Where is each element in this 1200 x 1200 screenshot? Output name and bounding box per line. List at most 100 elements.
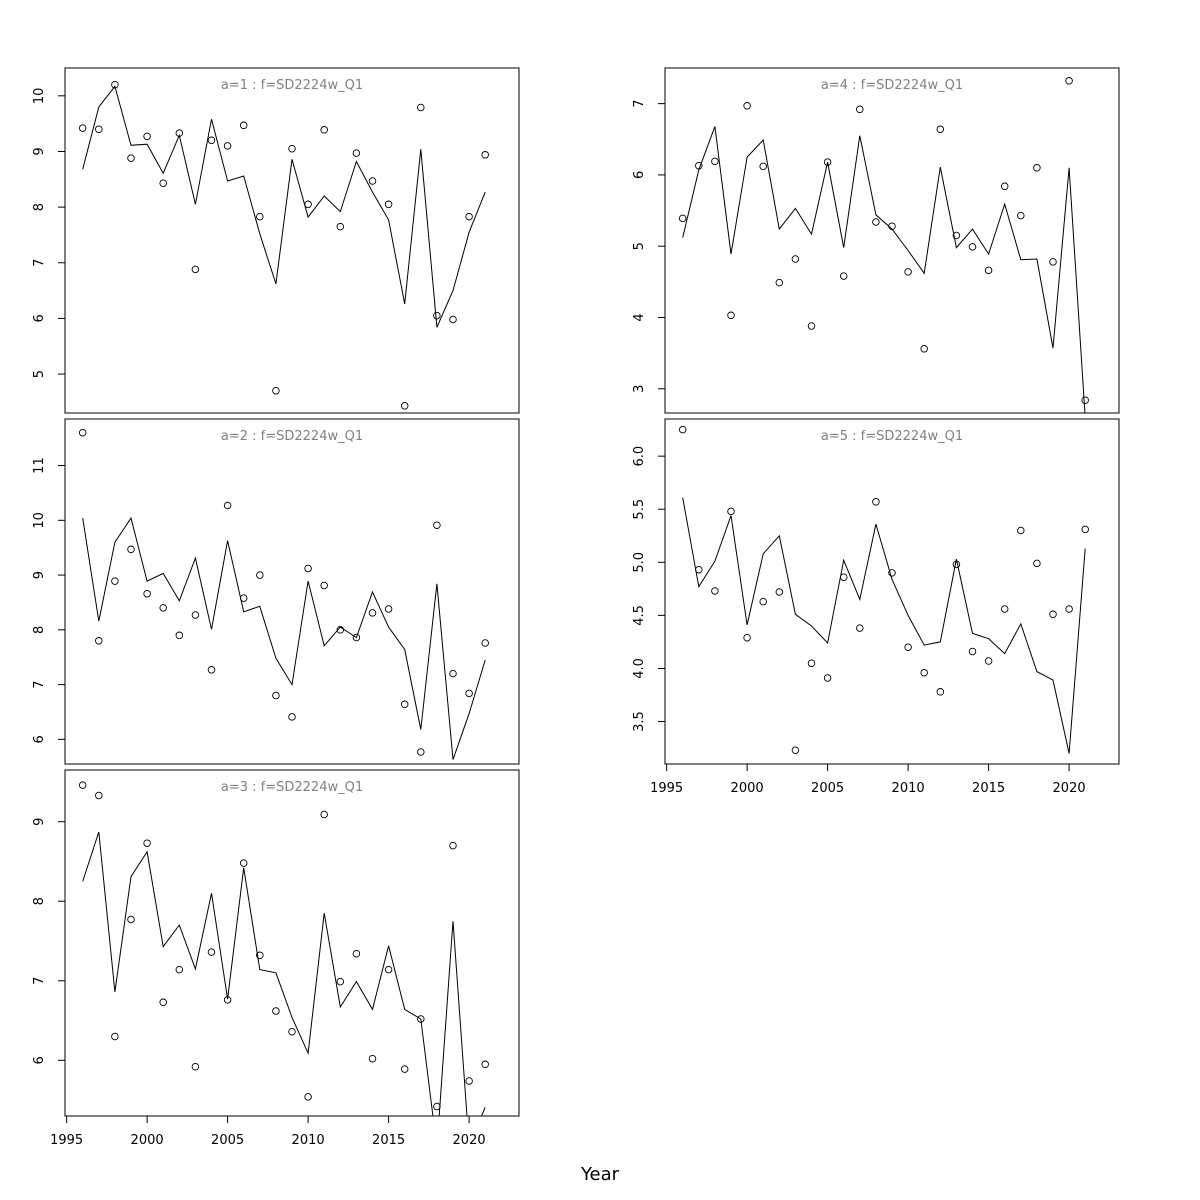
observed-point-5-2016	[1000, 605, 1009, 613]
chart-panel-5: a=5 : f=SD2224w_Q1 3.5 4.0 4.5 5.0 5.5 6.0 1995…	[632, 418, 1120, 796]
observed-point-1-1996	[78, 124, 87, 132]
observed-point-2-2011	[320, 581, 328, 590]
observed-point-5-1997	[695, 565, 703, 574]
observed-point-2-2008	[272, 691, 280, 700]
y-tick-label-1-1: 6	[32, 314, 47, 322]
observed-point-4-2012	[936, 125, 945, 134]
x-tick-label-5-2: 2005	[811, 781, 844, 796]
observed-point-1-1999	[127, 154, 135, 162]
observed-point-5-1999	[727, 507, 735, 516]
observed-point-4-2006	[839, 272, 848, 280]
chart-panel-2: a=2 : f=SD2224w_Q1 6 7 8 9 10 11	[32, 418, 520, 765]
observed-point-4-2004	[807, 322, 816, 330]
observed-point-2-2009	[288, 713, 296, 721]
panel-data-2	[78, 428, 489, 760]
observed-point-2-2020	[465, 689, 473, 698]
observed-point-2-2000	[143, 589, 151, 598]
panel-frame-3	[64, 769, 520, 1117]
y-tick-label-1-3: 8	[32, 203, 47, 211]
observed-point-5-1998	[711, 587, 719, 595]
y-tick-label-4-0: 3	[632, 385, 647, 393]
observed-point-1-2006	[239, 121, 248, 130]
y-tick-label-2-4: 10	[32, 512, 47, 529]
observed-point-1-1998	[111, 80, 119, 89]
observed-point-5-2004	[807, 659, 816, 667]
x-tick-label-5-1: 2000	[731, 781, 764, 796]
y-tick-label-5-4: 5.5	[632, 499, 647, 520]
observed-point-1-2002	[175, 129, 184, 137]
fitted-line-3	[82, 831, 486, 1116]
panel-title-2: a=2 : f=SD2224w_Q1	[221, 429, 363, 444]
observed-point-1-2003	[191, 265, 200, 274]
observed-point-1-2009	[288, 144, 296, 153]
observed-point-4-2005	[823, 158, 832, 166]
panel-title-5: a=5 : f=SD2224w_Q1	[821, 429, 963, 444]
observed-point-3-2012	[336, 977, 345, 986]
observed-point-3-2010	[304, 1093, 312, 1101]
observed-point-2-2013	[352, 633, 361, 642]
observed-point-1-2013	[352, 149, 361, 157]
observed-point-4-2020	[1065, 77, 1073, 85]
observed-point-2-2016	[400, 700, 409, 709]
y-tick-label-4-4: 7	[632, 99, 647, 107]
observed-point-5-2001	[759, 597, 767, 606]
observed-point-4-2002	[775, 278, 784, 287]
observed-point-3-1998	[111, 1032, 119, 1041]
observed-point-3-1999	[127, 915, 135, 924]
y-tick-label-3-3: 9	[32, 818, 47, 826]
observed-point-1-2012	[336, 222, 345, 231]
x-tick-label-5-3: 2010	[892, 781, 925, 796]
observed-point-3-2011	[320, 810, 328, 819]
observed-point-4-2017	[1017, 211, 1025, 220]
fitted-line-5	[682, 497, 1086, 754]
observed-point-2-2004	[207, 666, 216, 674]
observed-point-4-1996	[678, 214, 687, 223]
observed-point-1-2017	[417, 103, 425, 112]
observed-point-3-2014	[368, 1054, 377, 1063]
observed-point-5-2005	[823, 674, 832, 682]
observed-point-4-2015	[984, 266, 993, 275]
panel-title-1: a=1 : f=SD2224w_Q1	[221, 78, 363, 93]
observed-point-4-2014	[968, 243, 977, 251]
observed-point-3-2021	[481, 1060, 489, 1069]
y-tick-label-1-0: 5	[32, 370, 47, 378]
observed-point-5-2013	[952, 560, 961, 569]
observed-point-4-2010	[904, 268, 912, 276]
panel-title-4: a=4 : f=SD2224w_Q1	[821, 78, 963, 93]
panel-data-5	[678, 425, 1089, 754]
y-tick-label-3-0: 6	[32, 1056, 47, 1064]
observed-point-2-2010	[304, 564, 312, 573]
observed-point-3-2019	[449, 841, 457, 850]
observed-point-3-2007	[256, 951, 264, 960]
observed-point-5-2006	[839, 573, 848, 581]
y-tick-label-3-2: 8	[32, 897, 47, 905]
observed-point-3-2000	[143, 839, 151, 847]
observed-point-4-2009	[888, 222, 896, 230]
x-tick-label-3-4: 2015	[372, 1133, 405, 1148]
observed-point-2-2015	[384, 605, 393, 613]
observed-point-1-2015	[384, 200, 393, 209]
x-tick-label-3-5: 2020	[453, 1133, 486, 1148]
observed-point-2-2019	[449, 669, 457, 678]
observed-point-5-2002	[775, 588, 784, 596]
observed-point-1-2021	[481, 151, 489, 159]
observed-point-3-2016	[400, 1065, 409, 1073]
observed-point-3-2002	[175, 965, 184, 974]
observed-point-3-2003	[191, 1062, 200, 1071]
x-tick-label-3-3: 2010	[292, 1133, 325, 1148]
chart-panel-3: a=3 : f=SD2224w_Q1 6 7 8 9 1995 2000 2005 2010 20…	[32, 769, 520, 1148]
observed-point-3-2013	[352, 949, 361, 958]
observed-point-3-2015	[384, 965, 393, 974]
observed-point-2-2002	[175, 631, 184, 640]
observed-point-3-2001	[159, 998, 167, 1007]
observed-point-1-2008	[272, 386, 280, 395]
observed-point-1-2016	[400, 402, 409, 410]
observed-point-4-2016	[1000, 182, 1009, 191]
observed-point-5-2007	[856, 624, 864, 632]
observed-point-1-2010	[304, 200, 312, 209]
observed-point-2-2006	[239, 594, 248, 602]
x-tick-label-5-4: 2015	[972, 781, 1005, 796]
observed-point-3-2006	[239, 859, 248, 867]
observed-point-4-2021	[1081, 396, 1089, 404]
